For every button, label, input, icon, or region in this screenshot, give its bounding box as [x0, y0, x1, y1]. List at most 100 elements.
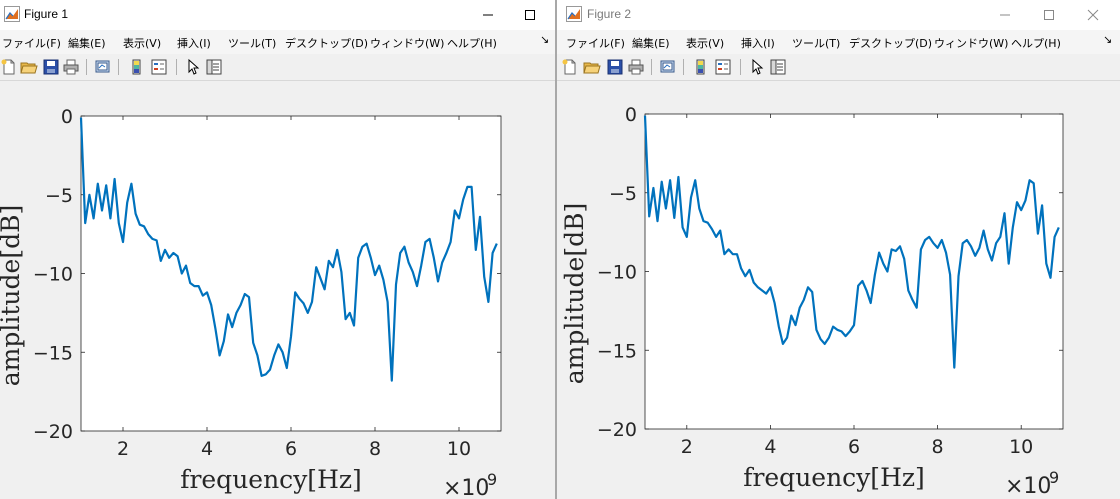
menu-help[interactable]: ヘルプ(H) — [447, 37, 497, 50]
data-series-line — [643, 115, 1060, 369]
property-editor-icon[interactable] — [769, 58, 787, 76]
menu-view[interactable]: 表示(V) — [123, 37, 162, 50]
x-tick-label: 4 — [201, 438, 213, 460]
minimize-button[interactable] — [983, 0, 1027, 30]
open-folder-icon[interactable] — [20, 58, 38, 76]
matlab-icon — [4, 6, 20, 22]
x-tick-label: 10 — [447, 438, 471, 460]
maximize-icon — [525, 10, 535, 20]
matlab-icon — [566, 6, 582, 22]
title-bar[interactable]: Figure 1 — [0, 0, 555, 30]
print-icon[interactable] — [627, 58, 645, 76]
window-title: Figure 1 — [24, 7, 69, 21]
colorbar-icon[interactable] — [128, 58, 146, 76]
x-tick-label: 8 — [369, 438, 381, 460]
y-tick-label: −5 — [609, 183, 637, 205]
pointer-icon[interactable] — [748, 58, 766, 76]
figure-toolbar — [0, 54, 555, 81]
minimize-icon — [483, 14, 493, 16]
y-tick-label: −15 — [33, 342, 73, 364]
close-button[interactable] — [1071, 0, 1115, 30]
menu-file[interactable]: ファイル(F) — [2, 37, 61, 50]
pointer-icon[interactable] — [184, 58, 202, 76]
y-tick-label: −20 — [33, 421, 73, 443]
maximize-icon — [1044, 10, 1054, 20]
menu-view[interactable]: 表示(V) — [686, 37, 725, 50]
y-tick-label: 0 — [61, 106, 73, 128]
x-tick-label: 2 — [681, 436, 693, 458]
menu-window[interactable]: ウィンドウ(W) — [370, 37, 445, 50]
toolbar-separator — [651, 59, 652, 75]
x-tick-label: 6 — [285, 438, 297, 460]
x-tick-label: 2 — [117, 438, 129, 460]
x-exponent-power: 9 — [1049, 468, 1059, 487]
legend-icon[interactable] — [150, 58, 168, 76]
toolbar-separator — [118, 59, 119, 75]
print-icon[interactable] — [62, 58, 80, 76]
y-axis-label: amplitude[dB] — [0, 205, 25, 386]
title-bar[interactable]: Figure 2 — [557, 0, 1120, 30]
link-plot-icon[interactable] — [659, 58, 677, 76]
y-tick-label: −10 — [597, 262, 637, 284]
menu-desktop[interactable]: デスクトップ(D) — [849, 37, 933, 50]
window-title: Figure 2 — [587, 7, 632, 21]
line-chart[interactable]: 2 4 6 8 10 0 −5 −10 −15 −20 frequency[Hz] amplitude… — [0, 81, 555, 499]
menu-tools[interactable]: ツール(T) — [792, 37, 841, 50]
plot-area: 2 4 6 8 10 0 −5 −10 −15 −20 frequency[Hz] amplitude… — [0, 81, 555, 499]
x-tick-label: 4 — [764, 436, 776, 458]
new-file-icon[interactable] — [561, 58, 579, 76]
x-axis-label: frequency[Hz] — [743, 463, 925, 492]
x-tick-label: 6 — [848, 436, 860, 458]
figure-2-window: Figure 2 ファイル(F) 編集(E) 表示(V) 挿入(I) ツール(T… — [557, 0, 1120, 499]
x-tick-label: 10 — [1009, 436, 1033, 458]
open-folder-icon[interactable] — [583, 58, 601, 76]
x-tick-label: 8 — [932, 436, 944, 458]
y-tick-label: −5 — [45, 185, 73, 207]
y-tick-label: −10 — [33, 264, 73, 286]
toolbar-separator — [176, 59, 177, 75]
menu-tools[interactable]: ツール(T) — [228, 37, 277, 50]
minimize-icon — [1000, 14, 1010, 16]
y-tick-label: −20 — [597, 419, 637, 441]
menu-insert[interactable]: 挿入(I) — [741, 37, 775, 50]
menu-window[interactable]: ウィンドウ(W) — [934, 37, 1009, 50]
menu-edit[interactable]: 編集(E) — [632, 37, 670, 50]
y-tick-label: 0 — [625, 104, 637, 126]
figure-1-window: Figure 1 ファイル(F) 編集(E) 表示(V) 挿入(I) ツール(T… — [0, 0, 555, 499]
toolbar-separator — [740, 59, 741, 75]
axes-box — [644, 113, 1064, 430]
maximize-button[interactable] — [510, 0, 550, 30]
y-tick-label: −15 — [597, 340, 637, 362]
toolbar-separator — [86, 59, 87, 75]
menu-file[interactable]: ファイル(F) — [566, 37, 625, 50]
menu-help[interactable]: ヘルプ(H) — [1011, 37, 1061, 50]
x-exponent-multiplier: ×10 — [1005, 474, 1051, 499]
link-plot-icon[interactable] — [94, 58, 112, 76]
menu-desktop[interactable]: デスクトップ(D) — [285, 37, 369, 50]
menu-insert[interactable]: 挿入(I) — [177, 37, 211, 50]
data-series-line — [79, 117, 498, 382]
legend-icon[interactable] — [714, 58, 732, 76]
colorbar-icon[interactable] — [692, 58, 710, 76]
axes-box — [80, 115, 502, 432]
dock-arrow-icon[interactable]: ↘ — [1103, 33, 1113, 46]
figure-toolbar — [557, 54, 1120, 81]
toolbar-separator — [683, 59, 684, 75]
line-chart[interactable]: 2 4 6 8 10 0 −5 −10 −15 −20 frequency[Hz] amplitude… — [557, 81, 1120, 499]
minimize-button[interactable] — [466, 0, 510, 30]
close-icon — [1087, 9, 1099, 21]
save-icon[interactable] — [606, 58, 624, 76]
property-editor-icon[interactable] — [205, 58, 223, 76]
menu-edit[interactable]: 編集(E) — [68, 37, 106, 50]
y-axis-label: amplitude[dB] — [560, 203, 589, 384]
plot-area: 2 4 6 8 10 0 −5 −10 −15 −20 frequency[Hz] amplitude… — [557, 81, 1120, 499]
menu-bar: ファイル(F) 編集(E) 表示(V) 挿入(I) ツール(T) デスクトップ(… — [557, 30, 1120, 54]
save-icon[interactable] — [42, 58, 60, 76]
new-file-icon[interactable] — [0, 58, 18, 76]
menu-bar: ファイル(F) 編集(E) 表示(V) 挿入(I) ツール(T) デスクトップ(… — [0, 30, 555, 54]
maximize-button[interactable] — [1027, 0, 1071, 30]
window-divider — [555, 0, 557, 499]
dock-arrow-icon[interactable]: ↘ — [540, 33, 550, 46]
x-axis-label: frequency[Hz] — [180, 465, 362, 494]
x-exponent-multiplier: ×10 — [443, 476, 489, 499]
